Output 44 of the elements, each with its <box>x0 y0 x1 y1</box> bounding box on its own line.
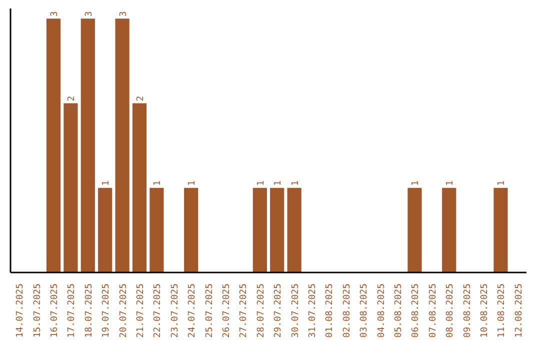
data-label: 1 <box>411 180 422 186</box>
x-tick-label: 22.07.2025 <box>153 283 164 338</box>
x-tick-label: 16.07.2025 <box>50 283 60 338</box>
x-tick-label: 04.08.2025 <box>376 283 387 338</box>
data-label: 2 <box>136 96 146 102</box>
x-tick-label: 29.07.2025 <box>274 283 284 338</box>
data-label: 3 <box>50 11 60 17</box>
data-label: 1 <box>290 180 301 186</box>
x-tick-label: 01.08.2025 <box>325 283 336 338</box>
data-label: 1 <box>153 180 164 186</box>
data-label: 3 <box>118 11 129 17</box>
x-tick-label: 15.07.2025 <box>32 283 43 338</box>
x-tick-label: 11.08.2025 <box>497 283 508 338</box>
x-tick-label: 30.07.2025 <box>290 283 301 338</box>
x-tick-label: 17.07.2025 <box>67 283 78 338</box>
data-label: 1 <box>497 180 508 186</box>
data-label: 1 <box>188 180 198 186</box>
x-tick-label: 28.07.2025 <box>256 283 266 338</box>
data-label: 1 <box>446 180 456 186</box>
x-tick-label: 09.08.2025 <box>462 283 473 338</box>
x-tick-label: 07.08.2025 <box>428 283 438 338</box>
data-label: 1 <box>274 180 284 186</box>
data-label: 2 <box>67 96 78 102</box>
data-label: 3 <box>84 11 94 17</box>
data-label: 1 <box>102 180 112 186</box>
x-tick-label: 24.07.2025 <box>188 283 198 338</box>
x-tick-label: 23.07.2025 <box>170 283 180 338</box>
x-tick-label: 26.07.2025 <box>222 283 232 338</box>
x-tick-label: 06.08.2025 <box>411 283 422 338</box>
x-tick-label: 10.08.2025 <box>480 283 490 338</box>
x-tick-label: 14.07.2025 <box>16 283 26 338</box>
x-tick-label: 27.07.2025 <box>239 283 250 338</box>
x-tick-label: 18.07.2025 <box>84 283 94 338</box>
x-tick-label: 03.08.2025 <box>360 283 370 338</box>
x-tick-label: 21.07.2025 <box>136 283 146 338</box>
x-tick-label: 20.07.2025 <box>118 283 129 338</box>
x-tick-label: 08.08.2025 <box>446 283 456 338</box>
x-tick-label: 05.08.2025 <box>394 283 404 338</box>
x-tick-label: 25.07.2025 <box>204 283 215 338</box>
x-tick-label: 02.08.2025 <box>342 283 352 338</box>
x-tick-label: 12.08.2025 <box>514 283 524 338</box>
data-label: 1 <box>256 180 266 186</box>
x-tick-label: 19.07.2025 <box>102 283 112 338</box>
x-tick-label: 31.07.2025 <box>308 283 318 338</box>
